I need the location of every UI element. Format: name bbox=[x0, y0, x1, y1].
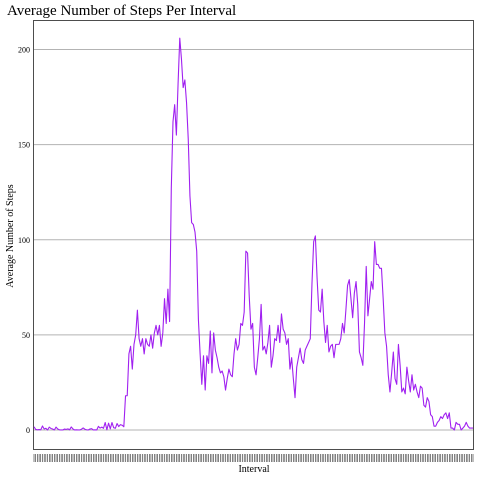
chart-title: Average Number of Steps Per Interval bbox=[7, 3, 236, 19]
x-tick-label-band bbox=[33, 454, 474, 462]
gridlines bbox=[34, 49, 473, 431]
y-tick-label: 150 bbox=[18, 141, 30, 150]
series-line bbox=[33, 37, 473, 431]
y-tick-label: 200 bbox=[18, 46, 30, 55]
x-axis-label: Interval bbox=[238, 464, 269, 475]
y-axis-label: Average Number of Steps bbox=[5, 184, 16, 288]
x-axis-ticks bbox=[33, 454, 474, 462]
y-axis-ticks: 0 50 100 150 200 bbox=[18, 46, 30, 435]
y-tick-label: 50 bbox=[22, 331, 30, 340]
y-tick-label: 100 bbox=[18, 236, 30, 245]
plot-frame bbox=[33, 20, 474, 450]
y-tick-label: 0 bbox=[26, 426, 30, 435]
